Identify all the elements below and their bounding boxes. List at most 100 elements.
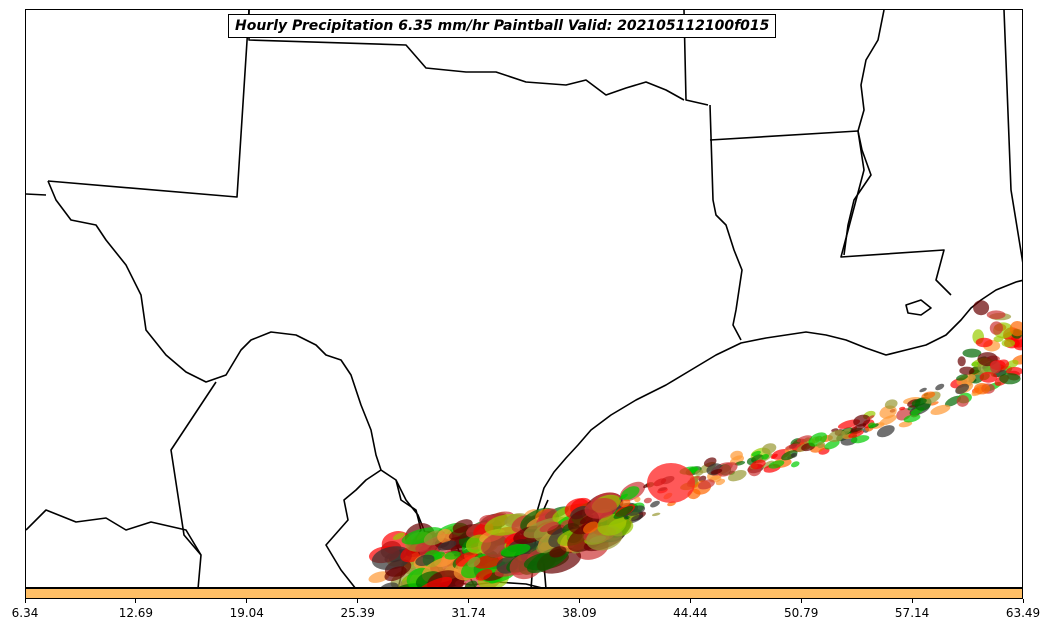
colorbar-tick-label: 44.44 (673, 606, 708, 620)
precip-blob (956, 395, 969, 407)
border-la-tx (709, 104, 743, 341)
precip-blob (761, 453, 769, 460)
precip-blob (930, 404, 951, 415)
precip-blob (827, 429, 846, 443)
precip-blob (770, 453, 778, 459)
border-ms-al (1003, 10, 1022, 263)
precip-blob (986, 310, 1006, 320)
border-nm-co (26, 193, 47, 196)
gulf-coastline (535, 279, 1022, 587)
mississippi-river (843, 10, 885, 256)
colorbar-tick-label: 38.09 (562, 606, 597, 620)
precip-blob (824, 439, 840, 450)
colorbar-tick (689, 599, 691, 603)
precip-blob (717, 462, 738, 477)
precip-blob (959, 366, 975, 375)
colorbar-tick-label: 6.34 (11, 606, 39, 620)
precip-blob (853, 414, 871, 427)
precip-blob (884, 399, 898, 409)
precipitation-paintballs (368, 300, 1022, 587)
precip-blob (761, 443, 777, 454)
precip-blob (848, 430, 864, 438)
border-ok-ar (683, 10, 709, 106)
colorbar-tick (800, 599, 802, 603)
colorbar-tick-label: 63.49 (1005, 606, 1041, 620)
precip-blob (415, 554, 435, 567)
precip-blob (467, 556, 481, 568)
precip-blob (473, 554, 503, 569)
precip-blob (866, 415, 875, 420)
precip-blob (539, 521, 559, 533)
lake-pontchartrain (905, 299, 932, 316)
precip-blob (944, 395, 962, 407)
precip-blob (634, 496, 641, 503)
precip-blob (597, 513, 627, 536)
precip-blob (990, 360, 1001, 374)
precip-blob (500, 543, 531, 557)
precip-blob (444, 551, 461, 560)
precip-blob (379, 582, 399, 587)
map-panel (25, 9, 1023, 588)
precip-blob (989, 321, 1004, 335)
colorbar-tick (135, 599, 137, 603)
precip-blob (791, 461, 800, 468)
precip-blob (841, 428, 852, 435)
border-ms-la (840, 130, 952, 296)
precip-blob (761, 460, 775, 469)
precip-blob (589, 535, 607, 543)
red-river (248, 10, 685, 101)
precip-blob (392, 532, 405, 540)
precip-blob (437, 540, 457, 551)
border-ar-la (709, 130, 859, 141)
precip-blob (930, 401, 939, 406)
colorbar-tick (578, 599, 580, 603)
precip-blob (620, 499, 631, 508)
precip-blob (1009, 321, 1022, 337)
precip-blob (911, 398, 927, 407)
precip-blob (867, 422, 876, 428)
colorbar (25, 588, 1023, 599)
colorbar-tick (1022, 599, 1024, 603)
precip-blob (715, 478, 726, 486)
precip-blob (975, 337, 993, 348)
precip-blob (957, 356, 966, 367)
border-panhandle-north (47, 10, 250, 198)
precip-blob (584, 498, 618, 519)
precip-blob (697, 479, 715, 490)
colorbar-tick-label: 31.74 (451, 606, 486, 620)
precip-blob (549, 546, 567, 558)
precip-blob (415, 542, 430, 553)
colorbar-tick (24, 599, 26, 603)
precip-blob (785, 443, 801, 450)
precip-blob (619, 493, 628, 500)
precip-blob (464, 580, 478, 587)
precip-blob (650, 500, 660, 508)
precip-blob (751, 450, 761, 457)
precip-blob (647, 463, 695, 503)
map-title: Hourly Precipitation 6.35 mm/hr Paintbal… (228, 14, 777, 38)
precip-blob (796, 435, 813, 443)
precip-blob (935, 383, 945, 391)
precip-blob (631, 514, 644, 521)
precip-blob (979, 371, 998, 383)
precip-blob (689, 467, 698, 474)
colorbar-tick (468, 599, 470, 603)
colorbar-tick-label: 57.14 (894, 606, 930, 620)
precip-blob (903, 414, 921, 423)
precip-blob (384, 566, 407, 582)
map-canvas (26, 10, 1022, 587)
precip-blob (437, 528, 453, 543)
precip-blob (962, 348, 982, 358)
precip-blob (876, 425, 895, 438)
precip-blob (414, 576, 453, 587)
precip-blob (583, 521, 599, 534)
precip-blob (790, 452, 798, 458)
precip-blob (999, 373, 1021, 385)
precip-blob (368, 571, 390, 583)
precip-blob (652, 512, 661, 517)
precip-blob (734, 461, 746, 466)
precip-blob (879, 414, 897, 426)
precip-blob (710, 468, 723, 475)
colorbar-tick-label: 19.04 (229, 606, 264, 620)
precip-blob (768, 460, 785, 469)
